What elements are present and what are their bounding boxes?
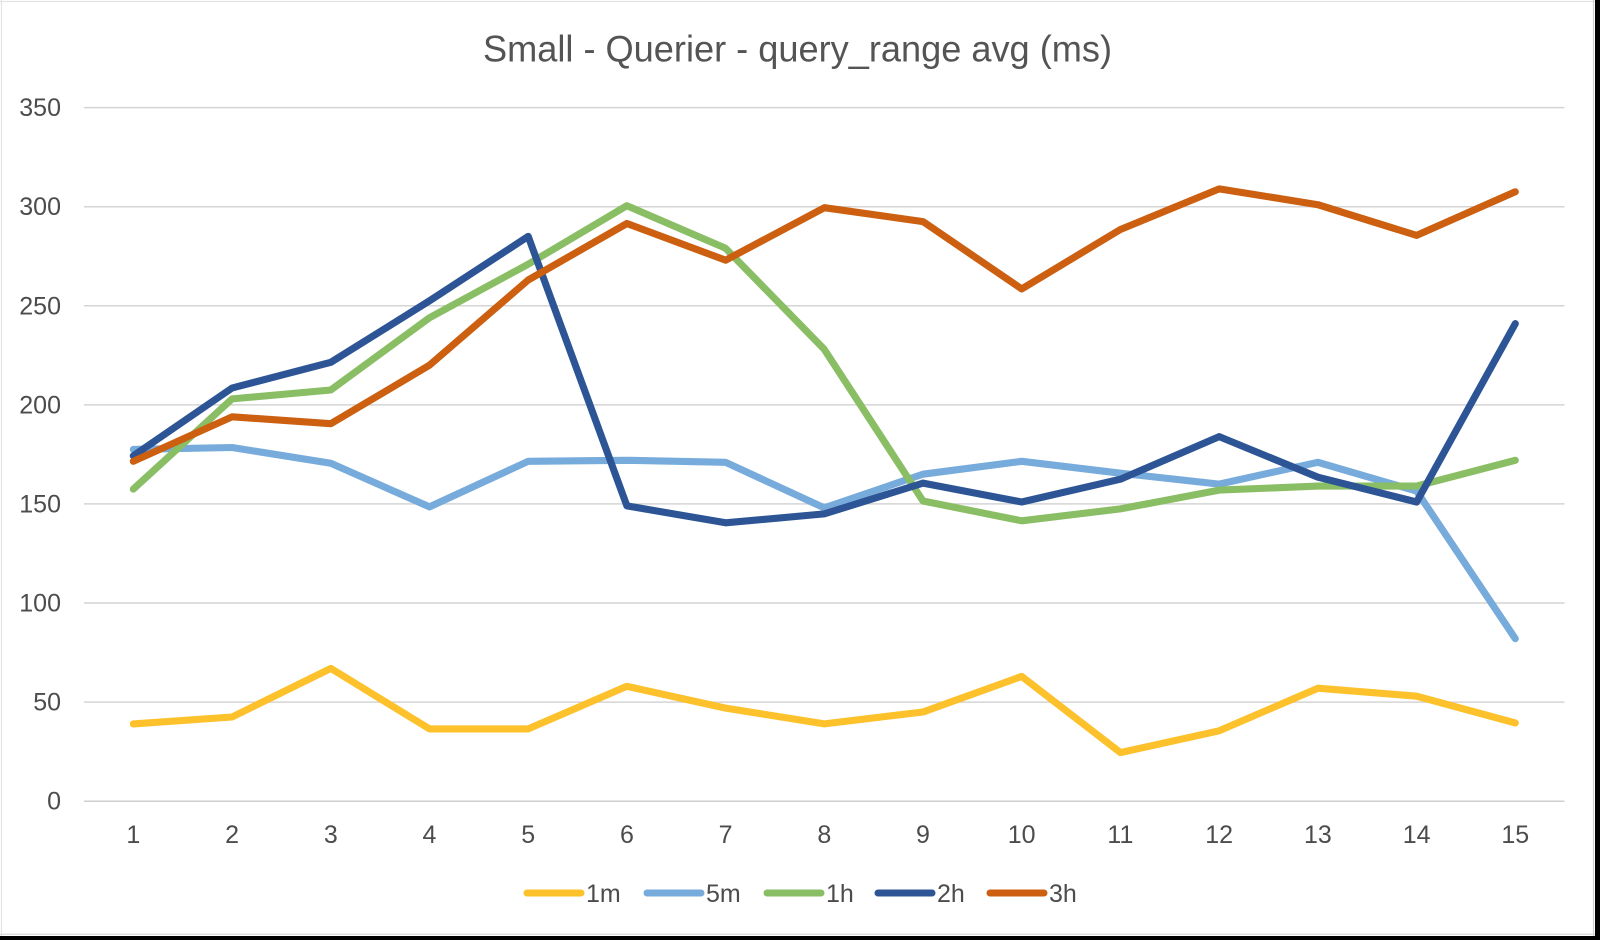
svg-text:13: 13	[1304, 821, 1332, 849]
svg-text:7: 7	[719, 821, 733, 849]
svg-text:Small - Querier - query_range: Small - Querier - query_range avg (ms)	[483, 29, 1112, 70]
svg-text:350: 350	[19, 94, 61, 122]
svg-text:5m: 5m	[706, 880, 741, 908]
svg-text:4: 4	[423, 821, 437, 849]
svg-text:12: 12	[1205, 821, 1233, 849]
svg-text:300: 300	[19, 193, 61, 221]
svg-text:250: 250	[19, 292, 61, 320]
svg-text:1m: 1m	[586, 880, 621, 908]
svg-text:6: 6	[620, 821, 634, 849]
svg-text:1: 1	[126, 821, 140, 849]
svg-text:11: 11	[1107, 821, 1133, 849]
svg-text:3: 3	[324, 821, 338, 849]
svg-text:10: 10	[1008, 821, 1036, 849]
svg-text:2h: 2h	[937, 880, 965, 908]
svg-text:15: 15	[1501, 821, 1529, 849]
svg-text:14: 14	[1403, 821, 1431, 849]
svg-text:1h: 1h	[826, 880, 854, 908]
svg-text:0: 0	[47, 788, 61, 816]
svg-text:5: 5	[521, 821, 535, 849]
svg-text:2: 2	[225, 821, 239, 849]
svg-text:9: 9	[916, 821, 930, 849]
svg-text:50: 50	[33, 689, 61, 717]
svg-text:3h: 3h	[1049, 880, 1077, 908]
svg-text:8: 8	[817, 821, 831, 849]
svg-text:100: 100	[19, 590, 61, 618]
svg-text:150: 150	[19, 490, 61, 518]
svg-text:200: 200	[19, 391, 61, 419]
